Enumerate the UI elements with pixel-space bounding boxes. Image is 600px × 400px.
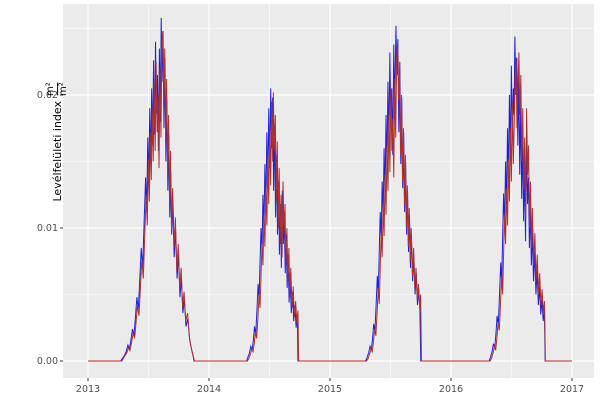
- x-tick-label: 2015: [318, 384, 342, 395]
- y-axis-title: Levélfelületi index m² m²: [45, 82, 70, 202]
- y-tick-label: 0.00: [37, 356, 58, 367]
- x-tick-label: 2014: [197, 384, 221, 395]
- unit-numerator: m²: [45, 82, 57, 96]
- blue-series: [88, 17, 572, 362]
- unit-denominator: m²: [58, 82, 70, 96]
- x-tick-label: 2013: [76, 384, 100, 395]
- y-axis-unit-fraction: m² m²: [45, 82, 70, 96]
- y-tick-label: 0.02: [37, 90, 58, 101]
- axis-tick-marks: [60, 94, 573, 381]
- x-tick-label: 2017: [560, 384, 584, 395]
- x-tick-label: 2016: [439, 384, 463, 395]
- y-tick-label: 0.01: [37, 223, 58, 234]
- y-axis-tick-labels: 0.00 0.01 0.02: [37, 90, 58, 367]
- data-series: [88, 17, 572, 362]
- x-axis-tick-labels: 2013 2014 2015 2016 2017: [76, 384, 584, 395]
- y-axis-title-text: Levélfelületi index: [51, 101, 65, 202]
- red-series: [88, 31, 572, 362]
- major-gridlines: [63, 4, 594, 378]
